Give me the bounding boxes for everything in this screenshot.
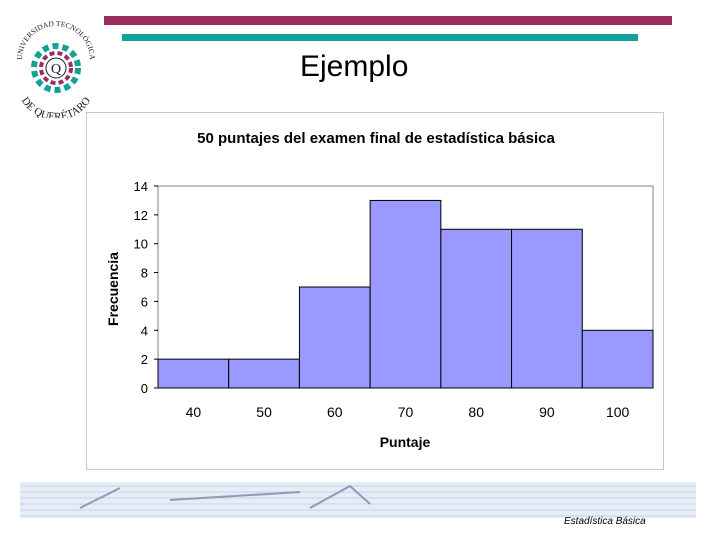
histogram-bar-60	[298, 286, 371, 389]
histogram-bar-40	[157, 358, 230, 389]
university-logo: UNIVERSIDAD TECNOLÓGICA DE QUERÉTARO Q	[15, 19, 97, 118]
logo-gear-icon	[31, 43, 81, 93]
logo-text-top: UNIVERSIDAD TECNOLÓGICA	[15, 19, 97, 61]
x-tick-label: 70	[398, 404, 414, 420]
top-accent-bar-purple	[104, 16, 672, 25]
x-axis-label: Puntaje	[380, 434, 431, 450]
y-tick-label: 12	[134, 208, 148, 223]
y-tick-label: 4	[141, 323, 148, 338]
histogram-bar-100	[581, 329, 654, 389]
histogram-bar-70	[369, 199, 442, 389]
x-tick-label: 100	[606, 404, 630, 420]
chart-title: 50 puntajes del examen final de estadíst…	[197, 130, 555, 147]
y-tick-label: 8	[141, 266, 148, 281]
slide-title: Ejemplo	[300, 50, 409, 83]
x-tick-label: 60	[327, 404, 343, 420]
y-tick-label: 0	[141, 381, 148, 396]
y-tick-label: 10	[134, 237, 148, 252]
x-tick-label: 50	[256, 404, 272, 420]
x-tick-label: 40	[186, 404, 202, 420]
chart-frame: 50 puntajes del examen final de estadíst…	[86, 112, 664, 470]
logo-letter: Q	[51, 62, 61, 77]
y-tick-label: 6	[141, 294, 148, 309]
footer-text: Estadística Básica	[564, 516, 646, 527]
top-accent-bar-teal	[122, 34, 638, 41]
x-tick-label: 80	[468, 404, 484, 420]
y-tick-label: 14	[134, 179, 148, 194]
logo-text-bottom: DE QUERÉTARO	[19, 95, 93, 118]
x-tick-label: 90	[539, 404, 555, 420]
histogram-chart: 50 puntajes del examen final de estadíst…	[105, 130, 654, 450]
y-tick-label: 2	[141, 352, 148, 367]
histogram-bar-50	[228, 358, 300, 389]
histogram-bar-80	[440, 228, 513, 389]
y-axis-label: Frecuencia	[105, 252, 121, 326]
footer-decoration	[20, 482, 696, 518]
histogram-bar-90	[511, 228, 583, 389]
